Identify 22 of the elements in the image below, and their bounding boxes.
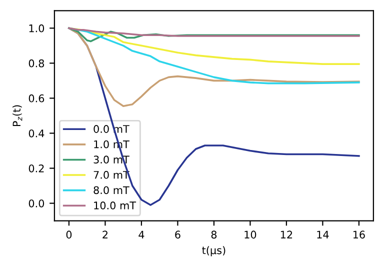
x-axis-title: t(μs) <box>202 246 226 256</box>
x-tick-label: 10 <box>244 230 256 239</box>
x-tick-label: 12 <box>280 230 292 238</box>
y-tick-label: 1.0 <box>29 24 44 32</box>
line-series <box>68 27 360 37</box>
line-series <box>68 27 360 42</box>
y-tick-label: 0.2 <box>28 164 44 172</box>
y-tick-label: 0.0 <box>28 199 44 208</box>
legend-label: 10.0 mT <box>94 202 136 210</box>
x-tick-label: 2 <box>102 230 108 238</box>
y-tick-label: 0.4 <box>28 129 44 138</box>
x-tick-label: 6 <box>175 230 180 239</box>
legend-label: 8.0 mT <box>94 186 130 194</box>
y-tick-label: 0.6 <box>28 94 44 102</box>
line-series <box>68 27 360 107</box>
x-tick-label: 14 <box>317 230 329 238</box>
x-tick-label: 16 <box>353 230 365 239</box>
y-tick-label: 0.8 <box>28 59 44 68</box>
x-tick-label: 8 <box>211 230 217 239</box>
y-axis-title: P$_{z}$(t) <box>12 105 22 126</box>
x-tick-label: 4 <box>138 230 144 238</box>
x-tick-label: 0 <box>66 230 72 239</box>
